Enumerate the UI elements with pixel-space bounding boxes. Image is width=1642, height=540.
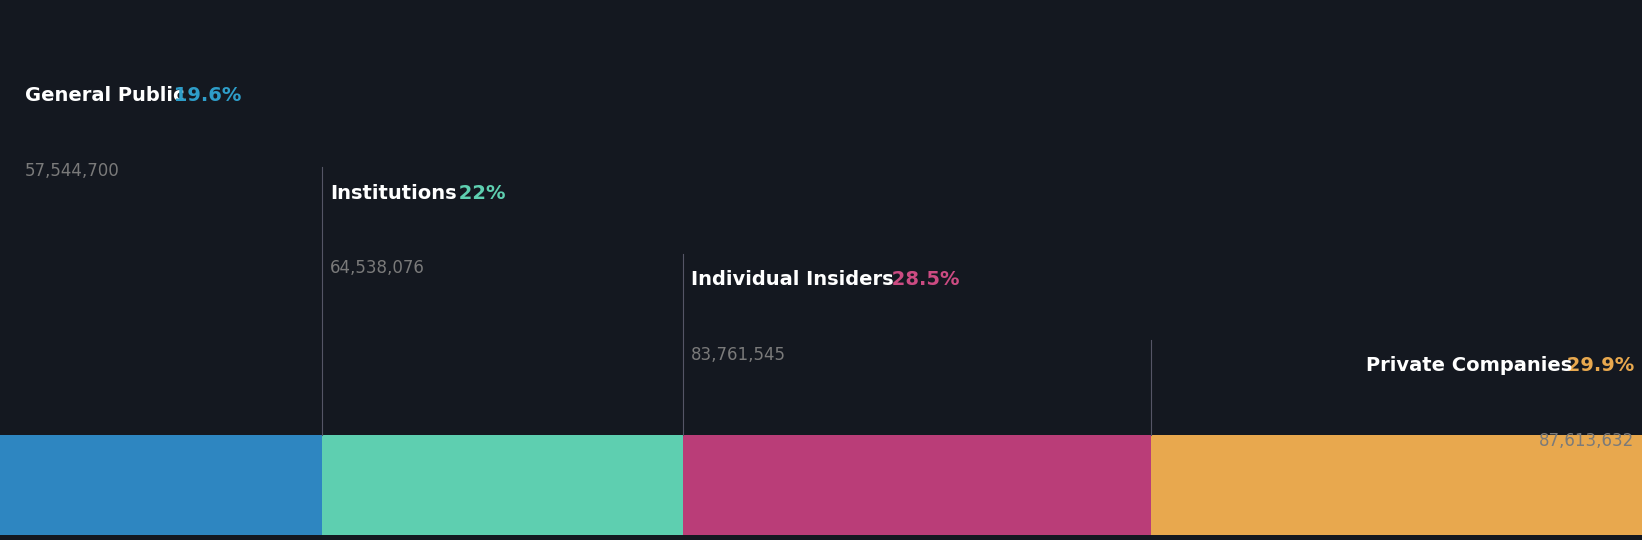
Bar	[322, 435, 683, 535]
Text: Institutions: Institutions	[330, 184, 456, 202]
Bar	[1151, 435, 1642, 535]
Text: 22%: 22%	[452, 184, 506, 202]
Bar	[0, 435, 322, 535]
Text: 83,761,545: 83,761,545	[691, 346, 787, 363]
Text: Individual Insiders: Individual Insiders	[691, 270, 893, 289]
Text: 19.6%: 19.6%	[167, 86, 241, 105]
Text: 29.9%: 29.9%	[1560, 356, 1634, 375]
Text: 64,538,076: 64,538,076	[330, 259, 425, 277]
Text: 57,544,700: 57,544,700	[25, 162, 120, 180]
Text: 28.5%: 28.5%	[885, 270, 959, 289]
Text: Private Companies: Private Companies	[1366, 356, 1573, 375]
Text: General Public: General Public	[25, 86, 184, 105]
Bar	[683, 435, 1151, 535]
Text: 87,613,632: 87,613,632	[1539, 432, 1634, 450]
